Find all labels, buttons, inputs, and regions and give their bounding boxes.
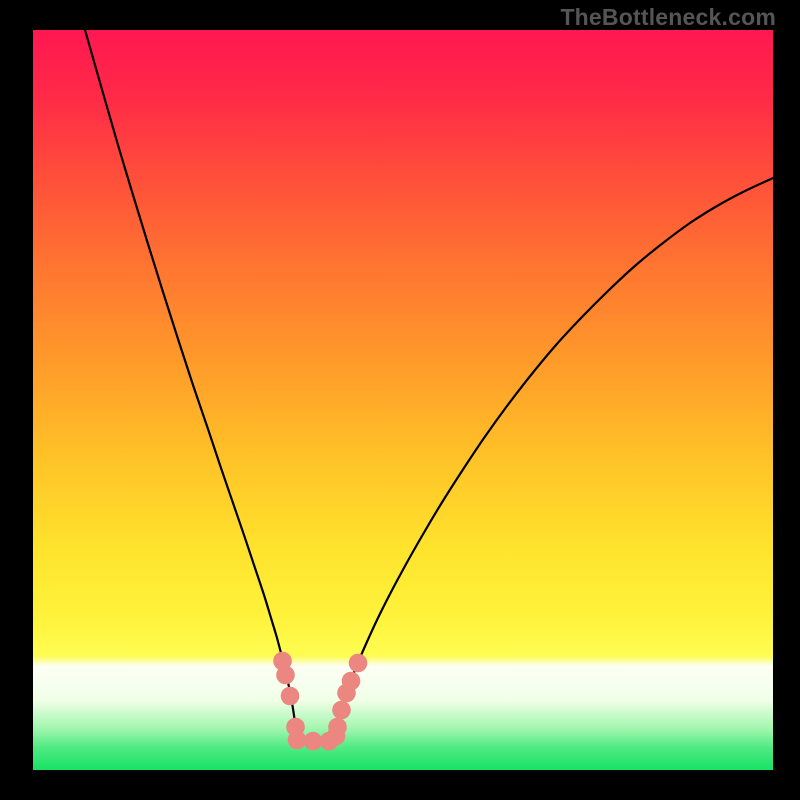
marker-point: [288, 731, 307, 750]
marker-point: [304, 732, 323, 751]
watermark-text: TheBottleneck.com: [560, 4, 776, 31]
curve-right-branch: [335, 178, 774, 741]
marker-point: [349, 654, 368, 673]
marker-point: [328, 718, 347, 737]
marker-point: [332, 701, 351, 720]
marker-point: [281, 687, 300, 706]
plot-svg: [33, 30, 773, 770]
curve-left-branch: [85, 30, 297, 741]
plot-area: [33, 30, 773, 770]
marker-point: [276, 666, 295, 685]
marker-point: [342, 672, 361, 691]
